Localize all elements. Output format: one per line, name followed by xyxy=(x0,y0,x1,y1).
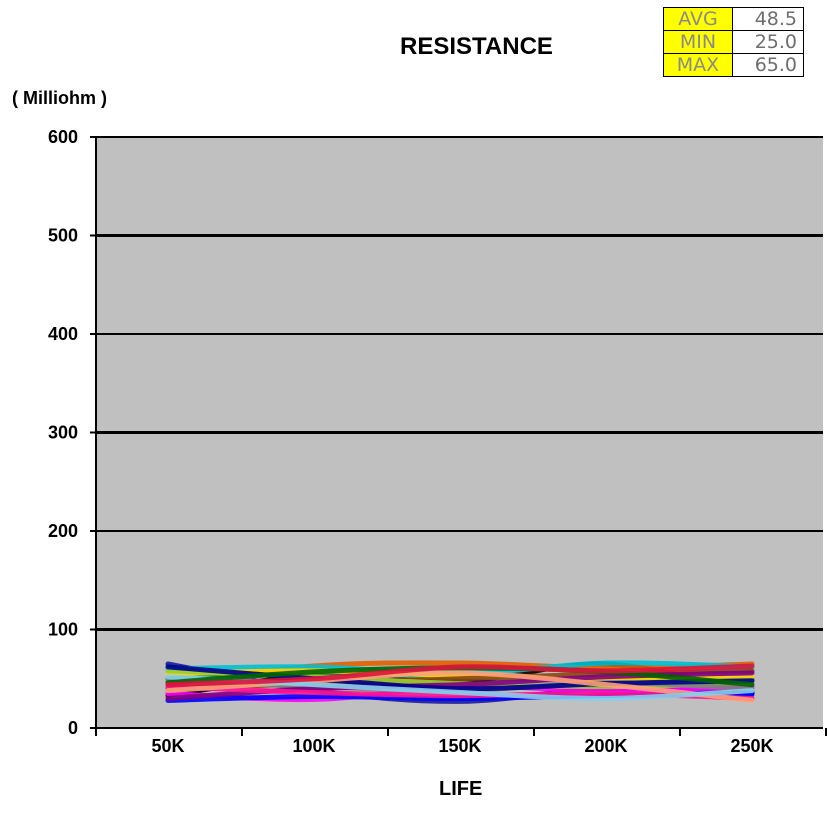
y-tick-label: 500 xyxy=(48,226,78,246)
series-line-8 xyxy=(165,668,755,682)
stat-row-avg: AVG 48.5 xyxy=(663,7,804,31)
y-tick-label: 100 xyxy=(48,620,78,640)
y-tick-label: 200 xyxy=(48,521,78,541)
x-tick-label: 250K xyxy=(730,736,773,756)
stat-label-max: MAX xyxy=(663,53,733,77)
y-tick-label: 400 xyxy=(48,324,78,344)
summary-stats-table: AVG 48.5 MIN 25.0 MAX 65.0 xyxy=(663,7,804,77)
x-axis-label: LIFE xyxy=(439,778,483,800)
x-tick-label: 150K xyxy=(438,736,481,756)
y-tick-label: 0 xyxy=(68,718,78,738)
stat-value-avg: 48.5 xyxy=(732,7,804,31)
x-tick-label: 50K xyxy=(151,736,184,756)
stat-row-max: MAX 65.0 xyxy=(663,53,804,77)
series-line-18 xyxy=(165,663,755,688)
stat-value-max: 65.0 xyxy=(732,53,804,77)
y-tick-label: 600 xyxy=(48,127,78,147)
stat-label-avg: AVG xyxy=(663,7,733,31)
y-axis-unit-label: ( Milliohm ) xyxy=(12,88,107,108)
chart-title: RESISTANCE xyxy=(400,33,553,60)
stat-row-min: MIN 25.0 xyxy=(663,30,804,54)
y-tick-label: 300 xyxy=(48,423,78,443)
x-tick-label: 100K xyxy=(292,736,335,756)
x-tick-label: 200K xyxy=(584,736,627,756)
stat-label-min: MIN xyxy=(663,30,733,54)
